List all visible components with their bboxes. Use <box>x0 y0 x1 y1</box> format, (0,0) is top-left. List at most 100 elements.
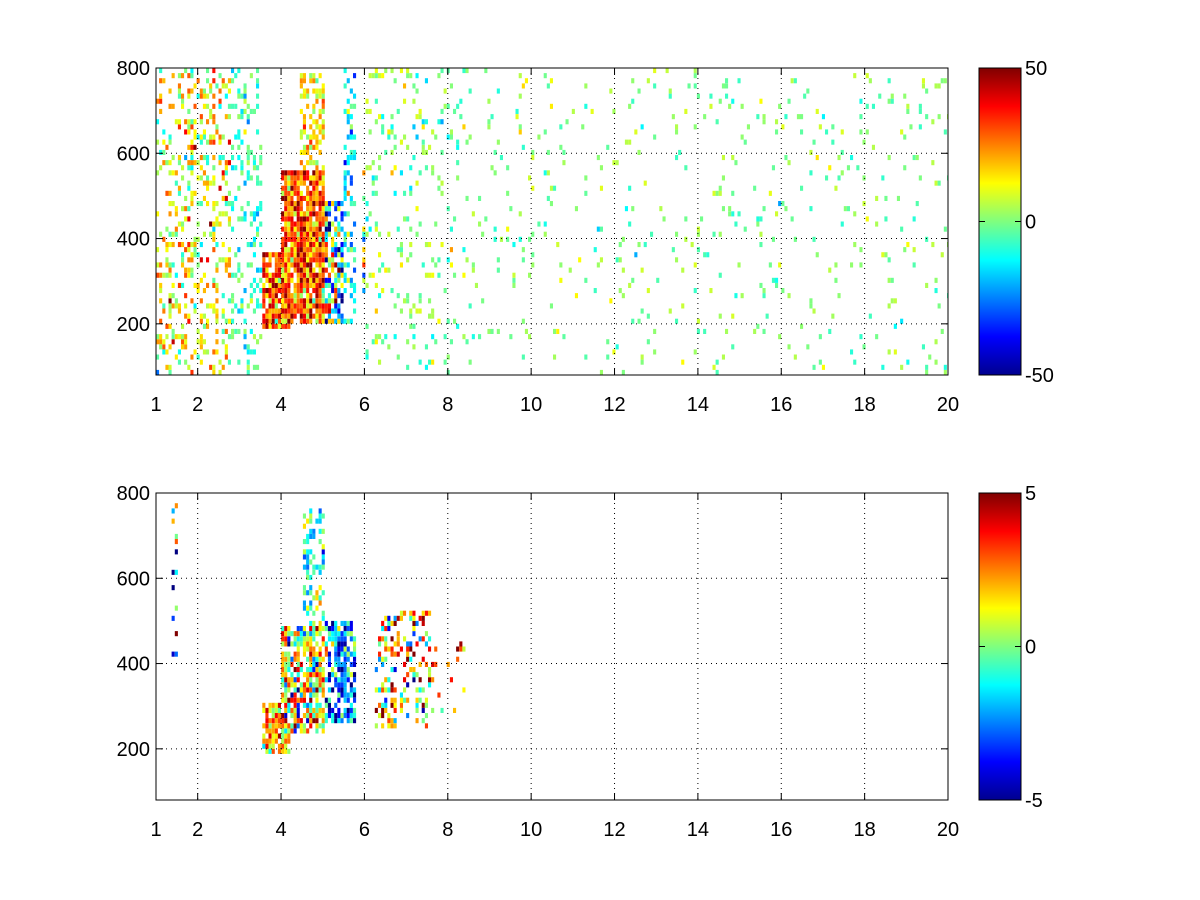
heatmap-cell <box>925 364 929 370</box>
heatmap-cell <box>293 313 297 319</box>
heatmap-cell <box>287 195 291 201</box>
heatmap-cell <box>284 190 288 196</box>
heatmap-cell <box>346 277 350 283</box>
heatmap-cell <box>306 211 310 217</box>
heatmap-cell <box>287 707 291 713</box>
heatmap-cell <box>212 206 216 212</box>
heatmap-cell <box>315 211 319 217</box>
heatmap-cell <box>321 677 325 683</box>
heatmap-cell <box>268 323 272 329</box>
heatmap-cell <box>290 277 294 283</box>
heatmap-cell <box>259 221 263 227</box>
heatmap-cell <box>265 748 269 754</box>
heatmap-cell <box>271 282 275 288</box>
heatmap-cell <box>637 149 641 155</box>
heatmap-cell <box>859 247 863 253</box>
heatmap-cell <box>315 656 319 662</box>
heatmap-cell <box>315 298 319 304</box>
heatmap-cell <box>243 98 247 104</box>
heatmap-cell <box>299 226 303 232</box>
heatmap-cell <box>315 124 319 130</box>
heatmap-cell <box>306 564 310 570</box>
heatmap-cell <box>612 349 616 355</box>
heatmap-cell <box>346 677 350 683</box>
heatmap-cell <box>315 144 319 150</box>
heatmap-cell <box>290 190 294 196</box>
heatmap-cell <box>728 206 732 212</box>
heatmap-cell <box>387 677 391 683</box>
heatmap-cell <box>287 723 291 729</box>
heatmap-cell <box>315 165 319 171</box>
heatmap-cell <box>318 600 322 606</box>
heatmap-cell <box>324 206 328 212</box>
heatmap-cell <box>271 303 275 309</box>
heatmap-cell <box>318 656 322 662</box>
heatmap-cell <box>321 672 325 678</box>
heatmap-cell <box>465 257 469 263</box>
heatmap-cell <box>334 282 338 288</box>
heatmap-cell <box>790 216 794 222</box>
heatmap-cell <box>862 201 866 207</box>
heatmap-cell <box>299 170 303 176</box>
heatmap-cell <box>675 318 679 324</box>
heatmap-cell <box>725 93 729 99</box>
heatmap-cell <box>353 267 357 273</box>
heatmap-cell <box>306 549 310 555</box>
heatmap-cell <box>362 288 366 294</box>
heatmap-cell <box>793 354 797 360</box>
heatmap-cell <box>281 267 285 273</box>
heatmap-cell <box>249 108 253 114</box>
heatmap-cell <box>653 328 657 334</box>
heatmap-cell <box>321 201 325 207</box>
heatmap-cell <box>309 211 313 217</box>
heatmap-cell <box>321 528 325 534</box>
heatmap-cell <box>299 303 303 309</box>
heatmap-cell <box>256 68 260 74</box>
heatmap-cell <box>340 211 344 217</box>
heatmap-cell <box>187 165 191 171</box>
x-tick-label: 6 <box>359 819 370 841</box>
heatmap-cell <box>906 242 910 248</box>
heatmap-cell <box>281 226 285 232</box>
heatmap-cell <box>684 216 688 222</box>
heatmap-cell <box>268 282 272 288</box>
heatmap-cell <box>327 282 331 288</box>
heatmap-cell <box>334 620 338 626</box>
heatmap-cell <box>940 252 944 258</box>
heatmap-cell <box>293 206 297 212</box>
heatmap-cell <box>284 677 288 683</box>
heatmap-cell <box>318 231 322 237</box>
heatmap-cell <box>759 242 763 248</box>
heatmap-cell <box>287 697 291 703</box>
heatmap-cell <box>812 308 816 314</box>
heatmap-cell <box>277 288 281 294</box>
heatmap-cell <box>318 539 322 545</box>
heatmap-cell <box>274 733 278 739</box>
heatmap-cell <box>174 651 178 657</box>
heatmap-cell <box>302 636 306 642</box>
heatmap-cell <box>940 78 944 84</box>
heatmap-cell <box>306 149 310 155</box>
heatmap-cell <box>171 242 175 248</box>
heatmap-cell <box>246 349 250 355</box>
heatmap-cell <box>277 252 281 258</box>
heatmap-cell <box>271 252 275 258</box>
heatmap-cell <box>274 288 278 294</box>
heatmap-cell <box>284 713 288 719</box>
heatmap-cell <box>281 247 285 253</box>
heatmap-cell <box>271 277 275 283</box>
x-tick-label: 4 <box>275 394 286 416</box>
heatmap-cell <box>315 226 319 232</box>
heatmap-cell <box>290 221 294 227</box>
heatmap-cell <box>293 226 297 232</box>
heatmap-cell <box>290 677 294 683</box>
heatmap-cell <box>206 282 210 288</box>
heatmap-cell <box>309 134 313 140</box>
heatmap-cell <box>302 702 306 708</box>
heatmap-cell <box>903 134 907 140</box>
heatmap-cell <box>700 216 704 222</box>
heatmap-cell <box>646 78 650 84</box>
heatmap-cell <box>184 206 188 212</box>
heatmap-cell <box>709 93 713 99</box>
heatmap-cell <box>800 129 804 135</box>
